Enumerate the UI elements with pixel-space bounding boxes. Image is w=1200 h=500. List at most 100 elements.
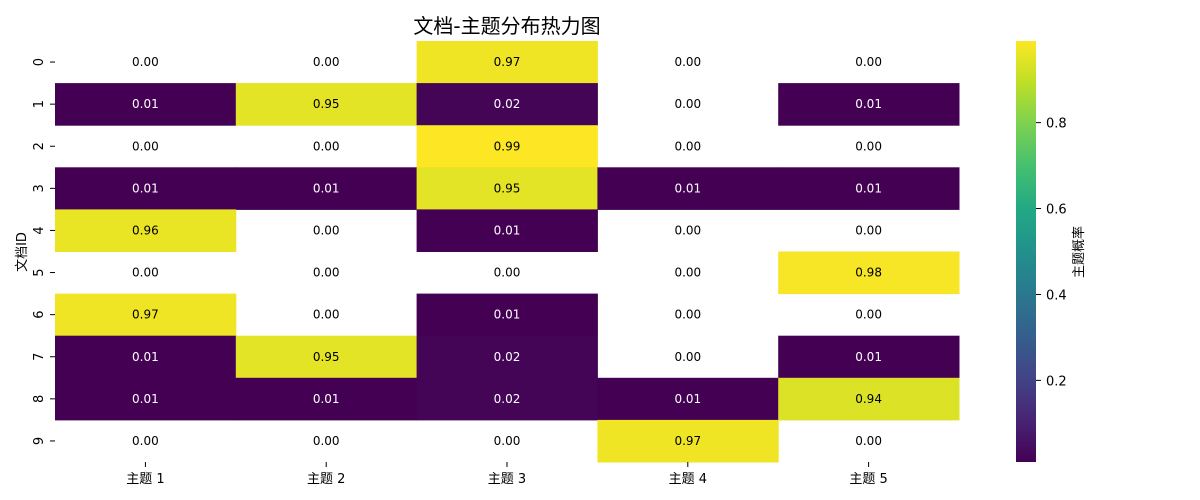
heatmap-cell <box>597 377 779 421</box>
heatmap-cell <box>778 377 960 421</box>
heatmap-cell <box>416 83 598 126</box>
cell-value-label: 0.00 <box>313 55 340 69</box>
cell-value-label: 0.00 <box>674 223 701 237</box>
cell-value-label: 0.00 <box>132 139 159 153</box>
heatmap-cell <box>416 125 598 168</box>
cell-value-label: 0.00 <box>674 308 701 322</box>
cell-value-label: 0.01 <box>494 223 521 237</box>
heatmap-cell <box>778 83 960 126</box>
cell-value-label: 0.94 <box>855 392 882 406</box>
cell-value-label: 0.01 <box>313 392 340 406</box>
heatmap-cell <box>597 419 779 463</box>
cell-value-label: 0.01 <box>132 392 159 406</box>
colorbar-label: 主题概率 <box>1071 226 1087 278</box>
heatmap-cell <box>55 377 237 421</box>
cell-value-label: 0.00 <box>313 308 340 322</box>
heatmap-cell <box>55 167 237 210</box>
y-tick-label: 0 <box>32 58 47 66</box>
heatmap-cell <box>416 377 598 421</box>
cell-value-label: 0.97 <box>132 308 159 322</box>
x-tick-label: 主题 4 <box>669 472 707 487</box>
cell-value-label: 0.98 <box>855 266 882 280</box>
colorbar-tick-label: 0.8 <box>1046 117 1067 132</box>
cell-value-label: 0.97 <box>494 55 521 69</box>
y-tick-label: 1 <box>32 100 47 108</box>
y-tick-label: 6 <box>32 311 47 319</box>
heatmap-cell <box>235 83 418 126</box>
cell-value-label: 0.00 <box>313 223 340 237</box>
colorbar <box>1016 41 1036 462</box>
cell-value-label: 0.00 <box>855 139 882 153</box>
cell-value-label: 0.00 <box>674 350 701 364</box>
y-tick-label: 4 <box>32 226 47 234</box>
y-tick-label: 9 <box>32 437 47 445</box>
heatmap-cell <box>55 293 237 337</box>
heatmap-cell <box>55 209 237 252</box>
cell-value-label: 0.00 <box>132 55 159 69</box>
cell-value-label: 0.00 <box>132 434 159 448</box>
cell-value-label: 0.99 <box>494 139 521 153</box>
chart-title: 文档-主题分布热力图 <box>413 14 600 38</box>
heatmap-cell <box>778 335 960 379</box>
cell-value-label: 0.00 <box>313 434 340 448</box>
y-tick-label: 7 <box>32 353 47 361</box>
cell-value-label: 0.02 <box>494 392 521 406</box>
colorbar-tick-label: 0.2 <box>1046 374 1067 389</box>
heatmap-cell <box>778 167 960 210</box>
cell-value-label: 0.01 <box>132 97 159 111</box>
y-tick-label: 2 <box>32 142 47 150</box>
heatmap-cell <box>235 167 418 210</box>
colorbar-ticks: 0.2 0.4 0.6 0.8 <box>1036 117 1067 389</box>
cell-value-label: 0.02 <box>494 97 521 111</box>
heatmap-cell <box>416 41 598 84</box>
cell-value-label: 0.00 <box>855 223 882 237</box>
cell-value-label: 0.02 <box>494 350 521 364</box>
cell-value-label: 0.95 <box>313 350 340 364</box>
y-tick-label: 3 <box>32 184 47 192</box>
cell-value-label: 0.01 <box>494 308 521 322</box>
heatmap-cell <box>778 251 960 295</box>
y-tick-label: 8 <box>32 395 47 403</box>
cell-value-label: 0.00 <box>494 266 521 280</box>
cell-value-label: 0.00 <box>855 55 882 69</box>
x-tick-label: 主题 1 <box>126 472 164 487</box>
cell-value-label: 0.95 <box>494 181 521 195</box>
x-tick-label: 主题 3 <box>488 472 526 487</box>
x-axis: 主题 1 主题 2 主题 3 主题 4 主题 5 <box>126 462 888 487</box>
heatmap-cells: 0.00 0.00 0.97 0.00 0.00 0.01 0.95 0.02 0.00 0.01… <box>55 41 960 463</box>
cell-value-label: 0.00 <box>674 55 701 69</box>
y-axis: 0 1 2 3 4 5 6 7 8 9 <box>32 58 55 445</box>
cell-value-label: 0.01 <box>313 181 340 195</box>
x-tick-label: 主题 5 <box>849 472 887 487</box>
colorbar-tick-label: 0.6 <box>1046 203 1067 218</box>
cell-value-label: 0.01 <box>132 350 159 364</box>
cell-value-label: 0.00 <box>674 139 701 153</box>
heatmap-cell <box>235 335 418 379</box>
cell-value-label: 0.00 <box>855 308 882 322</box>
cell-value-label: 0.01 <box>674 181 701 195</box>
cell-value-label: 0.00 <box>674 266 701 280</box>
cell-value-label: 0.00 <box>313 139 340 153</box>
heatmap-cell <box>416 167 598 210</box>
heatmap-cell <box>597 167 779 210</box>
cell-value-label: 0.00 <box>855 434 882 448</box>
cell-value-label: 0.01 <box>674 392 701 406</box>
x-tick-label: 主题 2 <box>307 472 345 487</box>
cell-value-label: 0.01 <box>855 181 882 195</box>
cell-value-label: 0.96 <box>132 223 159 237</box>
cell-value-label: 0.00 <box>313 266 340 280</box>
y-axis-label: 文档ID <box>15 232 30 272</box>
heatmap-cell <box>416 335 598 379</box>
colorbar-tick-label: 0.4 <box>1046 288 1067 303</box>
heatmap-cell <box>55 83 237 126</box>
heatmap-cell <box>416 293 598 337</box>
cell-value-label: 0.97 <box>674 434 701 448</box>
cell-value-label: 0.00 <box>674 97 701 111</box>
heatmap-cell <box>235 377 418 421</box>
cell-value-label: 0.00 <box>132 266 159 280</box>
cell-value-label: 0.01 <box>132 181 159 195</box>
cell-value-label: 0.00 <box>494 434 521 448</box>
cell-value-label: 0.01 <box>855 350 882 364</box>
cell-value-label: 0.01 <box>855 97 882 111</box>
